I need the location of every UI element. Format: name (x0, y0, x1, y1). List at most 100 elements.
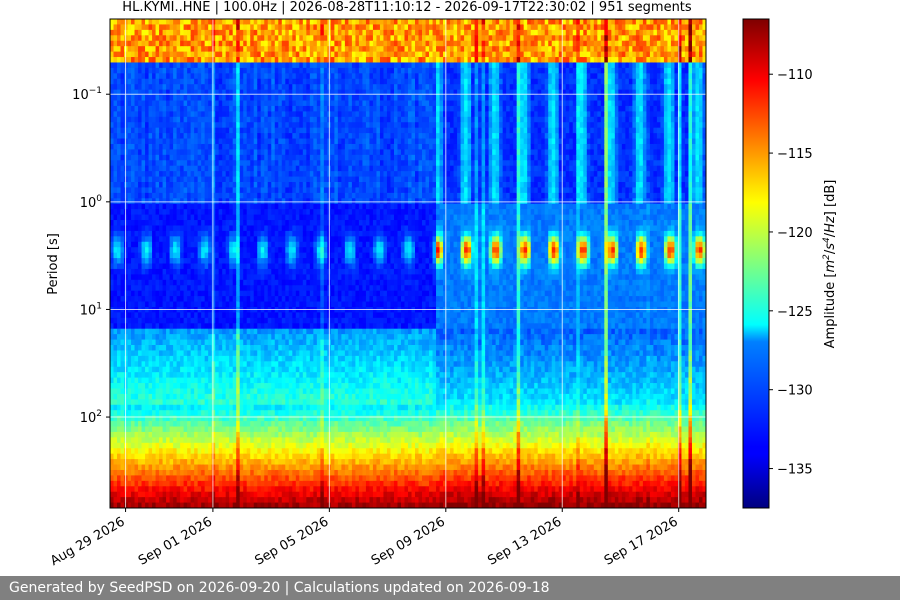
heatmap-cell (239, 171, 244, 178)
heatmap-cell (145, 176, 150, 183)
heatmap-cell (183, 431, 188, 438)
heatmap-cell (190, 312, 195, 319)
heatmap-cell (134, 187, 139, 194)
heatmap-cell (285, 165, 290, 172)
heatmap-cell (295, 111, 300, 118)
heatmap-cell (180, 57, 185, 64)
heatmap-cell (264, 328, 269, 335)
heatmap-cell (141, 122, 146, 129)
heatmap-cell (215, 230, 220, 237)
heatmap-cell (288, 279, 293, 286)
heatmap-cell (274, 410, 279, 417)
heatmap-cell (131, 258, 136, 265)
heatmap-cell (271, 241, 276, 248)
heatmap-cell (148, 421, 153, 428)
heatmap-cell (155, 486, 160, 493)
heatmap-cell (187, 491, 192, 498)
heatmap-cell (218, 154, 223, 161)
heatmap-cell (211, 453, 216, 460)
heatmap-cell (176, 220, 181, 227)
heatmap-cell (145, 230, 150, 237)
heatmap-cell (281, 225, 286, 232)
heatmap-cell (166, 383, 171, 390)
heatmap-cell (187, 497, 192, 504)
heatmap-cell (194, 464, 199, 471)
heatmap-cell (194, 143, 199, 150)
heatmap-cell (232, 486, 237, 493)
heatmap-cell (302, 198, 307, 205)
heatmap-cell (162, 290, 167, 297)
heatmap-cell (183, 154, 188, 161)
heatmap-cell (274, 95, 279, 102)
heatmap-cell (281, 100, 286, 107)
heatmap-cell (215, 339, 220, 346)
heatmap-cell (211, 469, 216, 476)
heatmap-cell (201, 502, 206, 508)
heatmap-cell (173, 491, 178, 498)
heatmap-cell (187, 355, 192, 362)
heatmap-cell (225, 51, 230, 58)
heatmap-cell (194, 100, 199, 107)
heatmap-cell (299, 230, 304, 237)
heatmap-cell (295, 127, 300, 134)
heatmap-cell (288, 78, 293, 85)
heatmap-cell (239, 89, 244, 96)
heatmap-cell (271, 361, 276, 368)
heatmap-cell (187, 448, 192, 455)
heatmap-cell (194, 296, 199, 303)
heatmap-cell (187, 312, 192, 319)
heatmap-cell (138, 497, 143, 504)
heatmap-cell (110, 176, 115, 183)
heatmap-cell (173, 154, 178, 161)
heatmap-cell (288, 46, 293, 53)
heatmap-cell (232, 431, 237, 438)
heatmap-cell (229, 328, 234, 335)
heatmap-cell (271, 366, 276, 373)
heatmap-cell (176, 252, 181, 259)
heatmap-cell (257, 143, 262, 150)
heatmap-cell (155, 345, 160, 352)
heatmap-cell (246, 323, 251, 330)
heatmap-cell (232, 290, 237, 297)
heatmap-cell (134, 84, 139, 91)
heatmap-cell (120, 263, 125, 270)
heatmap-cell (292, 192, 297, 199)
heatmap-cell (197, 258, 202, 265)
heatmap-cell (162, 122, 167, 129)
heatmap-cell (155, 355, 160, 362)
heatmap-cell (264, 404, 269, 411)
heatmap-cell (176, 377, 181, 384)
heatmap-cell (302, 176, 307, 183)
heatmap-cell (243, 296, 248, 303)
heatmap-cell (288, 51, 293, 58)
heatmap-cell (183, 67, 188, 74)
heatmap-cell (278, 241, 283, 248)
heatmap-cell (236, 426, 241, 433)
heatmap-cell (176, 469, 181, 476)
heatmap-cell (155, 57, 160, 64)
heatmap-cell (218, 334, 223, 341)
heatmap-cell (222, 263, 227, 270)
heatmap-cell (250, 480, 255, 487)
heatmap-cell (183, 323, 188, 330)
heatmap-cell (138, 464, 143, 471)
heatmap-cell (236, 383, 241, 390)
heatmap-cell (162, 176, 167, 183)
heatmap-cell (260, 214, 265, 221)
heatmap-cell (250, 285, 255, 292)
heatmap-cell (257, 448, 262, 455)
heatmap-cell (257, 51, 262, 58)
heatmap-cell (278, 486, 283, 493)
heatmap-cell (173, 252, 178, 259)
heatmap-cell (257, 285, 262, 292)
heatmap-cell (267, 252, 272, 259)
heatmap-cell (253, 486, 258, 493)
heatmap-cell (134, 306, 139, 313)
heatmap-cell (232, 111, 237, 118)
heatmap-cell (141, 431, 146, 438)
heatmap-cell (127, 453, 132, 460)
heatmap-cell (201, 111, 206, 118)
heatmap-cell (267, 182, 272, 189)
heatmap-cell (208, 480, 213, 487)
heatmap-cell (257, 122, 262, 129)
